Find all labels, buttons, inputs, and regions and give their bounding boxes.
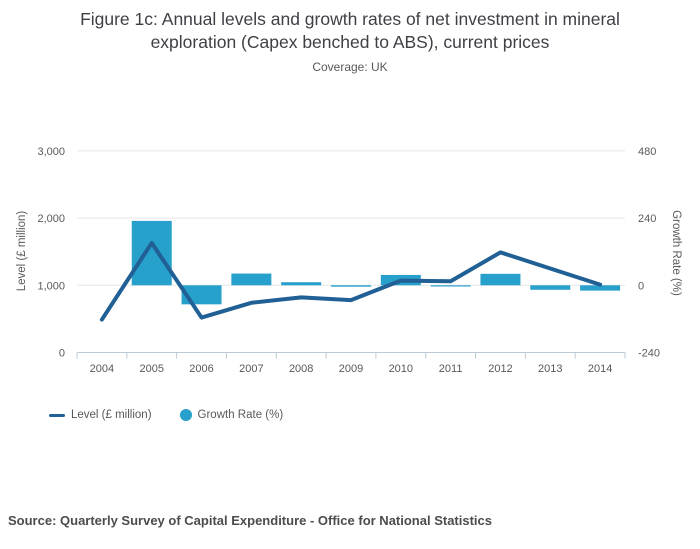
source-note: Source: Quarterly Survey of Capital Expe… <box>8 513 493 528</box>
bar-series-swatch-icon <box>179 409 192 421</box>
x-axis-tick-label: 2004 <box>90 363 114 375</box>
left-axis-title: Level (£ million) <box>16 211 28 292</box>
right-axis-title: Growth Rate (%) <box>670 210 682 296</box>
growth-bar-2013[interactable] <box>530 285 571 290</box>
x-axis-tick-label: 2007 <box>239 363 263 375</box>
left-axis-tick-label: 2,000 <box>37 213 65 225</box>
left-axis-tick-label: 3,000 <box>37 146 65 158</box>
x-axis-tick-label: 2013 <box>538 363 562 375</box>
growth-bar-2005[interactable] <box>131 220 172 286</box>
growth-bar-2014[interactable] <box>580 285 621 291</box>
x-axis-tick-label: 2009 <box>339 363 363 375</box>
x-axis-tick-label: 2014 <box>588 363 612 375</box>
growth-bar-2012[interactable] <box>480 273 521 286</box>
right-axis-tick-label: 480 <box>638 146 656 158</box>
x-axis-tick-label: 2012 <box>488 363 512 375</box>
x-axis-tick-label: 2006 <box>189 363 213 375</box>
level-line[interactable] <box>99 240 603 322</box>
x-axis-tick-label: 2005 <box>139 363 163 375</box>
right-axis-tick-label: -240 <box>638 348 660 360</box>
left-axis-tick-label: 0 <box>59 348 65 360</box>
x-axis-tick-label: 2008 <box>289 363 313 375</box>
growth-bar-2007[interactable] <box>231 273 272 286</box>
growth-bar-2011[interactable] <box>430 285 471 287</box>
left-axis-tick-label: 1,000 <box>37 280 65 292</box>
growth-bar-2009[interactable] <box>331 285 371 287</box>
right-axis-tick-label: 240 <box>638 213 656 225</box>
chart-legend: Level (£ million) Growth Rate (%) <box>49 407 311 423</box>
chart-title: Figure 1c: Annual levels and growth rate… <box>80 9 620 52</box>
legend-item-label: Level (£ million) <box>71 409 152 421</box>
x-axis-tick-label: 2010 <box>389 363 413 375</box>
legend-item-growth-rate[interactable]: Growth Rate (%) <box>179 409 284 421</box>
legend-item-level[interactable]: Level (£ million) <box>49 409 152 421</box>
chart-subtitle: Coverage: UK <box>312 60 388 74</box>
x-axis-tick-label: 2011 <box>439 363 463 375</box>
legend-item-label: Growth Rate (%) <box>197 409 284 421</box>
line-series-swatch-icon <box>49 413 65 417</box>
growth-bar-2008[interactable] <box>281 282 322 286</box>
right-axis-tick-label: 0 <box>638 280 644 292</box>
